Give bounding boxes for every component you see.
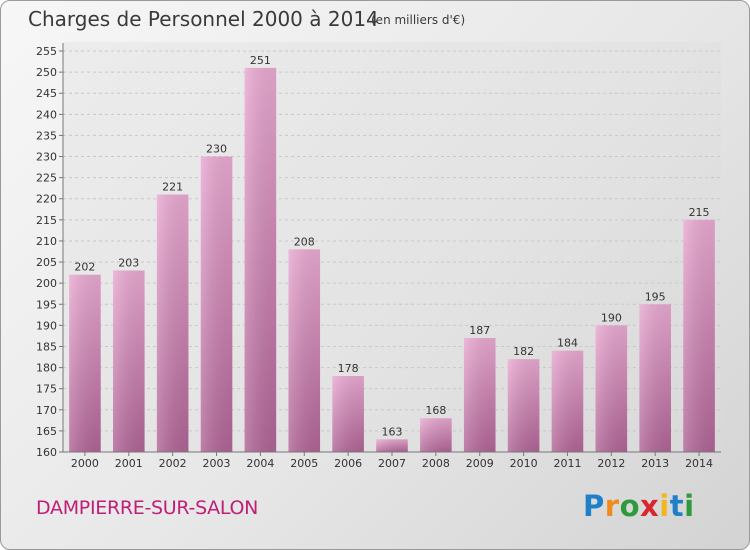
y-tick-label: 205 xyxy=(36,256,57,269)
bar-shade xyxy=(200,156,233,453)
y-tick-label: 180 xyxy=(36,362,57,375)
x-tick-label-2004: 2004 xyxy=(246,457,274,470)
value-label-2011: 184 xyxy=(557,337,578,350)
x-tick-label-2002: 2002 xyxy=(159,457,187,470)
chart-title: Charges de Personnel 2000 à 2014 xyxy=(28,7,379,31)
value-label-2008: 168 xyxy=(425,404,446,417)
proxiti-logo[interactable]: Proxiti xyxy=(583,489,695,523)
x-tick-label-2006: 2006 xyxy=(334,457,362,470)
bar-shade xyxy=(332,376,364,452)
value-label-2003: 230 xyxy=(206,143,227,156)
value-label-2006: 178 xyxy=(338,362,359,375)
x-tick-label-2013: 2013 xyxy=(641,457,669,470)
x-axis: 2000 2001 2002 2003 2004 2005 2006 2007 2008 2009… xyxy=(63,451,721,470)
value-label-2005: 208 xyxy=(294,235,315,248)
y-tick-label: 160 xyxy=(36,446,57,459)
value-label-2014: 215 xyxy=(689,206,710,219)
bar-shade xyxy=(507,359,540,452)
y-tick-label: 195 xyxy=(36,298,57,311)
bar-shade xyxy=(69,274,101,452)
x-tick-label-2010: 2010 xyxy=(510,457,538,470)
x-tick-label-2008: 2008 xyxy=(422,457,450,470)
value-label-2004: 251 xyxy=(250,54,271,67)
y-tick-label: 240 xyxy=(36,108,57,121)
bar-shade xyxy=(595,325,628,452)
y-tick-label: 165 xyxy=(36,425,57,438)
y-tick-label: 225 xyxy=(36,172,57,185)
y-tick-label: 235 xyxy=(36,129,57,142)
value-label-2007: 163 xyxy=(382,425,403,438)
town-name: DAMPIERRE-SUR-SALON xyxy=(36,497,259,519)
value-label-2012: 190 xyxy=(601,311,622,324)
y-tick-label: 245 xyxy=(36,87,57,100)
y-tick-label: 230 xyxy=(36,151,57,164)
y-tick-label: 220 xyxy=(36,193,57,206)
bars: 202 203 221 230 251 208 178 163 168 187 182 184 190 1… xyxy=(69,54,715,453)
y-tick-label: 255 xyxy=(36,45,57,58)
chart-subtitle: (en milliers d'€) xyxy=(371,13,466,27)
x-tick-label-2014: 2014 xyxy=(685,457,713,470)
x-tick-label-2011: 2011 xyxy=(553,457,581,470)
y-tick-label: 215 xyxy=(36,214,57,227)
x-tick-label-2003: 2003 xyxy=(203,457,231,470)
x-tick-label-2000: 2000 xyxy=(71,457,99,470)
bar-shade xyxy=(244,67,277,452)
bar-shade xyxy=(463,338,496,452)
y-tick-label: 185 xyxy=(36,340,57,353)
value-label-2010: 182 xyxy=(513,345,534,358)
bar-shade xyxy=(376,439,408,452)
x-tick-label-2009: 2009 xyxy=(466,457,494,470)
y-tick-label: 175 xyxy=(36,383,57,396)
bar-shade xyxy=(288,249,321,452)
bar-shade xyxy=(113,270,145,452)
value-label-2001: 203 xyxy=(118,256,139,269)
value-label-2002: 221 xyxy=(162,181,183,194)
y-tick-label: 190 xyxy=(36,319,57,332)
bar-shade xyxy=(683,219,715,452)
value-label-2000: 202 xyxy=(74,261,95,274)
value-label-2013: 195 xyxy=(645,290,666,303)
y-tick-label: 210 xyxy=(36,235,57,248)
bar-shade xyxy=(639,304,671,452)
bar-shade xyxy=(551,350,584,452)
x-tick-label-2012: 2012 xyxy=(597,457,625,470)
y-tick-label: 170 xyxy=(36,404,57,417)
bar-shade xyxy=(156,194,189,452)
x-tick-label-2001: 2001 xyxy=(115,457,143,470)
x-tick-label-2007: 2007 xyxy=(378,457,406,470)
x-tick-label-2005: 2005 xyxy=(290,457,318,470)
y-tick-label: 250 xyxy=(36,66,57,79)
y-axis: 160 165 170 175 180 185 190 195 200 205 210 215 220 2… xyxy=(36,43,64,459)
value-label-2009: 187 xyxy=(469,324,490,337)
bar-shade xyxy=(420,418,452,452)
y-tick-label: 200 xyxy=(36,277,57,290)
